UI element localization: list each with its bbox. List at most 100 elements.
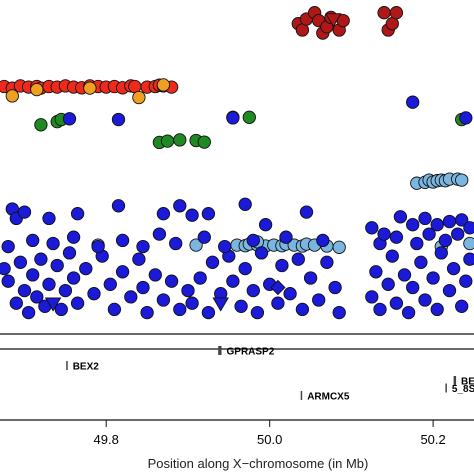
data-point-blue-85 (381, 277, 395, 291)
data-point-triangle-blue-1 (212, 297, 229, 312)
data-point-blue-3 (42, 211, 56, 226)
data-point-blue-118 (422, 227, 436, 241)
data-point-triangle-dark_red-0 (325, 13, 342, 28)
data-point-blue-105 (91, 239, 105, 254)
data-point-blue-12 (299, 205, 314, 219)
data-point-blue-42 (66, 271, 81, 285)
data-point-blue-50 (124, 290, 138, 304)
data-point-blue-115 (377, 227, 391, 241)
data-point-blue-108 (152, 227, 167, 241)
data-point-blue-119 (438, 233, 453, 248)
data-point-blue-79 (320, 255, 334, 269)
data-point-blue-55 (156, 293, 171, 307)
data-point-blue-18 (430, 218, 444, 232)
data-point-dark_red-10 (377, 6, 391, 20)
data-point-blue-11 (258, 218, 273, 232)
gene-mark-3 (300, 391, 303, 400)
data-point-blue-95 (434, 246, 448, 260)
data-point-blue-39 (54, 302, 68, 317)
data-point-green-0 (34, 118, 48, 132)
data-point-blue-117 (410, 236, 424, 251)
data-point-blue-24 (226, 111, 240, 125)
data-point-blue-77 (303, 271, 318, 285)
data-point-green-4 (160, 134, 175, 148)
data-point-blue-120 (451, 227, 465, 241)
data-point-light_blue-24 (189, 238, 203, 252)
data-point-blue-89 (401, 305, 416, 320)
data-point-blue-90 (406, 280, 420, 295)
data-point-blue-48 (107, 302, 122, 317)
data-point-blue-35 (34, 252, 48, 266)
data-point-blue-75 (291, 252, 305, 266)
gene-mark-5 (445, 383, 447, 393)
data-point-blue-96 (442, 283, 457, 298)
data-point-blue-32 (21, 305, 36, 320)
data-point-blue-62 (205, 255, 220, 269)
data-point-blue-91 (414, 255, 428, 269)
data-point-green-5 (173, 133, 187, 147)
data-point-orange-0 (5, 89, 19, 103)
data-point-orange-4 (156, 78, 171, 92)
data-point-blue-110 (197, 230, 211, 244)
data-point-blue-106 (115, 233, 130, 248)
data-point-blue-52 (136, 280, 150, 295)
data-point-blue-21 (463, 221, 474, 235)
data-point-blue-66 (234, 299, 248, 313)
data-point-blue-109 (169, 236, 183, 251)
data-point-blue-73 (275, 258, 289, 273)
scatter-points (0, 6, 474, 320)
data-point-blue-40 (58, 283, 73, 298)
gene-label-5: 5_8S_rRNA (452, 384, 474, 395)
x-tick-label-2: 50.2 (420, 432, 445, 447)
data-point-blue-16 (406, 218, 420, 232)
data-point-blue-65 (226, 274, 240, 288)
data-point-light_blue-23 (332, 240, 346, 254)
data-point-blue-93 (426, 271, 440, 285)
data-point-blue-86 (385, 249, 399, 263)
data-point-blue-25 (406, 95, 420, 109)
data-point-blue-5 (111, 199, 126, 213)
data-point-blue-76 (295, 302, 310, 317)
data-point-blue-44 (79, 261, 93, 276)
gene-mark-2 (218, 346, 222, 355)
data-point-green-9 (242, 110, 256, 124)
data-point-blue-68 (246, 283, 260, 298)
x-tick-label-0: 49.8 (94, 432, 119, 447)
data-point-blue-113 (279, 230, 293, 244)
data-point-blue-13 (365, 221, 379, 235)
data-point-blue-9 (201, 207, 216, 221)
data-point-blue-23 (111, 112, 126, 127)
data-point-blue-92 (418, 293, 432, 307)
data-point-blue-78 (312, 293, 326, 307)
data-point-blue-100 (463, 252, 474, 266)
gene-label-2: GPRASP2 (227, 347, 275, 358)
data-point-blue-98 (455, 299, 469, 313)
data-point-blue-74 (283, 287, 297, 301)
data-point-blue-31 (17, 283, 32, 298)
data-point-blue-6 (156, 207, 171, 221)
data-point-blue-17 (418, 211, 432, 226)
data-point-triangle-blue-0 (44, 297, 62, 312)
gene-track: RPX2BEX2GPRASP2ARMCX5BEX55_8S_rRNA (66, 346, 474, 403)
data-point-blue-99 (459, 274, 473, 288)
gene-label-4: BEX5 (461, 377, 474, 388)
data-point-blue-102 (26, 233, 40, 248)
data-point-green-7 (197, 135, 211, 149)
data-point-light_blue-9 (455, 173, 469, 187)
data-point-blue-116 (389, 230, 404, 244)
data-point-red-17 (128, 79, 142, 94)
data-point-dark_red-1 (295, 23, 310, 37)
data-point-blue-10 (238, 197, 252, 211)
data-point-blue-28 (1, 274, 15, 288)
data-point-blue-2 (17, 205, 32, 219)
data-point-blue-43 (70, 296, 85, 310)
data-point-blue-81 (332, 305, 346, 320)
data-point-blue-29 (9, 296, 23, 310)
data-point-blue-8 (185, 208, 199, 222)
data-point-blue-4 (70, 207, 85, 221)
data-point-blue-49 (115, 265, 130, 279)
data-point-blue-87 (389, 296, 404, 310)
data-point-blue-27 (0, 261, 11, 276)
gene-label-1: BEX2 (73, 362, 100, 373)
